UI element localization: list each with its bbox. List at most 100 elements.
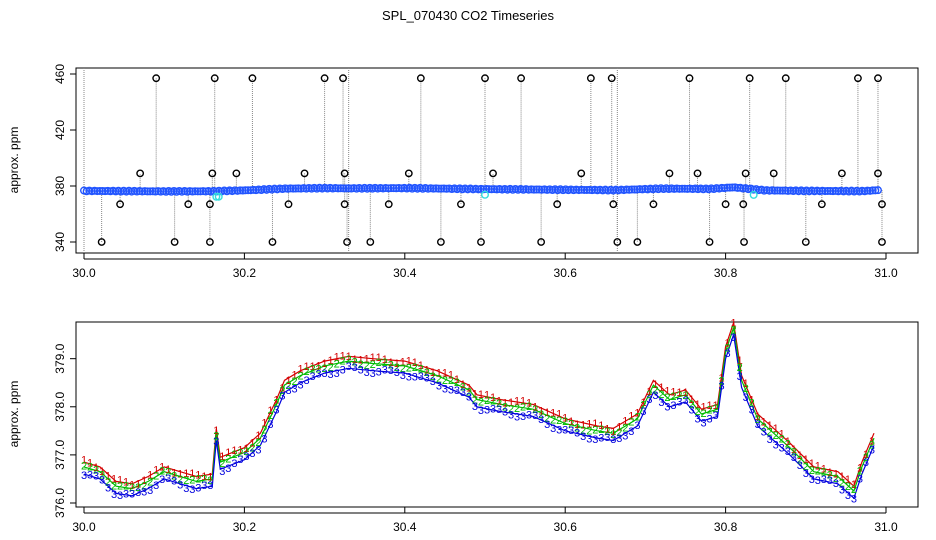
series-point-2: 2: [670, 391, 676, 403]
series-point-2: 2: [743, 383, 749, 395]
data-point: [733, 183, 742, 192]
series-point-2: 2: [219, 458, 225, 470]
series-point-1: 1: [634, 407, 640, 419]
series-point-1: 1: [773, 423, 779, 435]
data-point: [95, 186, 104, 195]
series-point-2: 2: [640, 400, 646, 412]
series-point-2: 2: [111, 481, 117, 493]
data-point: [381, 184, 390, 193]
x-tick-label: 30.4: [393, 266, 417, 280]
outlier-point: [769, 169, 778, 178]
series-point-1: 1: [731, 318, 737, 330]
data-point: [828, 187, 837, 196]
data-point: [725, 183, 734, 192]
series-point-2: 2: [129, 482, 135, 494]
series-point-2: 2: [544, 413, 550, 425]
series-point-3: 3: [779, 443, 785, 455]
series-point-2: 2: [454, 377, 460, 389]
series-point-3: 3: [827, 475, 833, 487]
x-tick-label: 30.2: [233, 520, 257, 534]
data-point: [818, 186, 827, 195]
series-point-1: 1: [213, 425, 219, 437]
data-point: [146, 187, 155, 196]
series-point-2: 2: [664, 392, 670, 404]
series-point-3: 3: [761, 427, 767, 439]
series-point-2: 2: [851, 484, 857, 496]
series-point-3: 3: [755, 419, 761, 431]
series-point-3: 3: [87, 470, 93, 482]
series-point-2: 2: [592, 424, 598, 436]
outlier-point: [457, 200, 465, 209]
series-point-1: 1: [857, 463, 863, 475]
series-point-1: 1: [165, 464, 171, 476]
x-tick-label: 31.0: [874, 266, 898, 280]
series-point-3: 3: [658, 397, 664, 409]
series-point-1: 1: [183, 468, 189, 480]
data-point: [437, 184, 446, 193]
series-point-2: 2: [700, 408, 706, 420]
data-point: [241, 186, 250, 195]
series-point-1: 1: [285, 375, 291, 387]
series-point-1: 1: [658, 382, 664, 394]
series-point-3: 3: [400, 370, 406, 382]
series-point-3: 3: [376, 366, 382, 378]
x-tick-label: 30.4: [393, 520, 417, 534]
series-point-1: 1: [580, 419, 586, 431]
series-point-3: 3: [81, 470, 87, 482]
series-point-2: 2: [273, 397, 279, 409]
series-point-2: 2: [412, 362, 418, 374]
series-point-3: 3: [105, 482, 111, 494]
x-tick-label: 30.8: [714, 520, 738, 534]
series-point-2: 2: [442, 375, 448, 387]
series-point-3: 3: [279, 390, 285, 402]
series-point-3: 3: [688, 405, 694, 417]
series-point-1: 1: [743, 378, 749, 390]
series-point-2: 2: [785, 439, 791, 451]
series-point-3: 3: [797, 460, 803, 472]
data-point: [826, 186, 835, 195]
series-point-3: 3: [502, 406, 508, 418]
series-point-2: 2: [652, 384, 658, 396]
data-point: [431, 184, 440, 193]
data-point: [188, 187, 197, 196]
data-point: [778, 186, 787, 195]
series-point-3: 3: [833, 478, 839, 490]
series-point-2: 2: [159, 466, 165, 478]
series-point-2: 2: [424, 367, 430, 379]
series-point-3: 3: [640, 406, 646, 418]
series-point-2: 2: [243, 446, 249, 458]
series-point-1: 1: [249, 437, 255, 449]
series-point-2: 2: [646, 389, 652, 401]
series-point-3: 3: [460, 387, 466, 399]
series-point-2: 2: [779, 433, 785, 445]
series-point-2: 2: [490, 395, 496, 407]
series-point-1: 1: [177, 468, 183, 480]
series-point-1: 1: [713, 400, 719, 412]
data-point: [678, 184, 687, 193]
series-point-1: 1: [382, 354, 388, 366]
series-point-3: 3: [231, 458, 237, 470]
series-point-3: 3: [706, 413, 712, 425]
outlier-point: [537, 238, 546, 246]
series-point-3: 3: [195, 482, 201, 494]
series-point-2: 2: [574, 422, 580, 434]
series-point-3: 3: [171, 475, 177, 487]
series-point-2: 2: [430, 371, 436, 383]
data-point: [286, 184, 295, 193]
series-point-3: 3: [261, 434, 267, 446]
x-tick-label: 30.0: [72, 266, 96, 280]
series-point-2: 2: [809, 465, 815, 477]
series-point-3: 3: [225, 463, 231, 475]
series-point-2: 2: [791, 447, 797, 459]
series-point-2: 2: [352, 356, 358, 368]
series-point-1: 1: [454, 374, 460, 386]
series-point-1: 1: [364, 353, 370, 365]
series-point-2: 2: [448, 375, 454, 387]
data-point: [622, 185, 631, 194]
panel-bottom-axes: 30.0 30.2 30.4 30.6 30.8 31.0 376.0 377.0 378.0 3…: [53, 343, 898, 534]
outlier-point: [517, 74, 525, 83]
series-point-2: 2: [382, 357, 388, 369]
series-point-1: 1: [725, 338, 731, 350]
series-point-1: 1: [562, 412, 568, 424]
series-point-3: 3: [213, 436, 219, 448]
